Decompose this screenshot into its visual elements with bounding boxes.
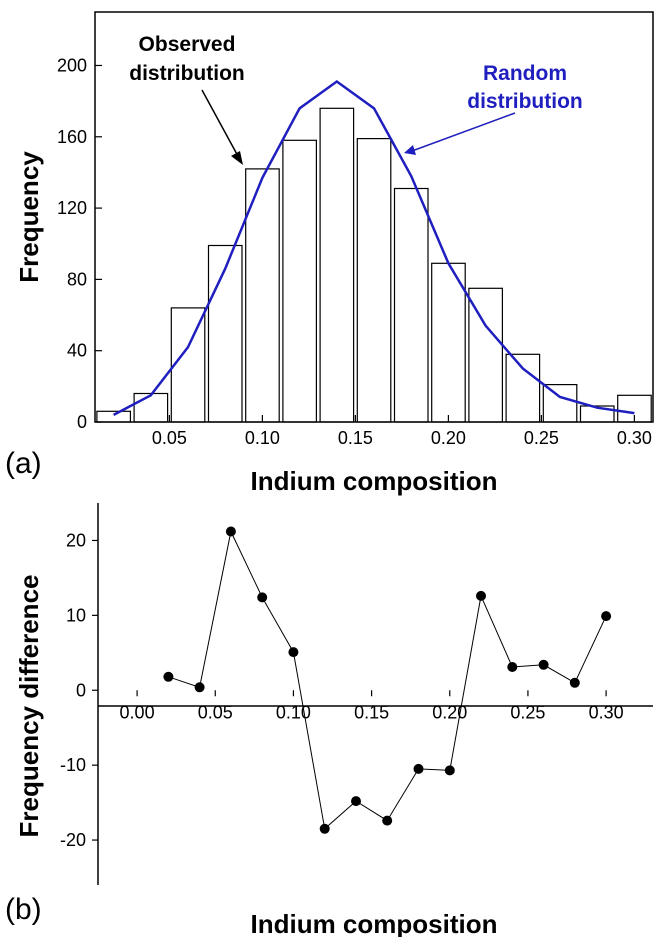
data-point (257, 592, 267, 602)
bar (543, 385, 577, 422)
difference-line (168, 532, 606, 829)
x-tick-label: 0.20 (431, 428, 466, 448)
x-tick-label: 0.00 (120, 702, 155, 722)
panel-a-y-axis-title: Frequency (14, 151, 44, 283)
bar (283, 140, 317, 422)
data-point (539, 660, 549, 670)
panel-b-difference: 0.00 0.05 0.10 0.15 0.20 0.25 0.30 -20-1001020… (5, 503, 653, 937)
bar (506, 354, 539, 422)
bar (209, 246, 243, 423)
data-point (351, 796, 361, 806)
random-annotation-line2: distribution (467, 90, 582, 113)
panel-a-label: (a) (5, 447, 42, 480)
x-tick-label: 0.10 (245, 428, 280, 448)
y-tick-label: -20 (60, 830, 86, 850)
x-tick-label: 0.05 (152, 428, 187, 448)
data-point (320, 824, 330, 834)
observed-bars (97, 108, 651, 422)
data-point (288, 647, 298, 657)
y-tick-label: 200 (57, 55, 87, 75)
bar (432, 263, 466, 422)
data-point (445, 765, 455, 775)
panel-b-label: (b) (5, 893, 42, 926)
panel-b-x-axis-title: Indium composition (251, 909, 498, 937)
x-tick-label: 0.30 (589, 702, 624, 722)
data-point (414, 764, 424, 774)
bar (97, 411, 130, 422)
bar (134, 394, 168, 423)
random-annotation-line1: Random (483, 62, 567, 85)
observed-annotation-line2: distribution (129, 62, 244, 85)
y-tick-label: 120 (57, 198, 87, 218)
difference-points (163, 527, 611, 834)
data-point (382, 816, 392, 826)
data-point (226, 527, 236, 537)
data-point (163, 672, 173, 682)
panel-b-y-ticks: -20 -10 0 10 20 (60, 530, 98, 850)
y-tick-label: -10 (60, 755, 86, 775)
x-tick-label: 0.15 (354, 702, 389, 722)
panel-b-y-axis-title: Frequency difference (14, 575, 44, 838)
x-tick-label: 0.20 (432, 702, 467, 722)
y-tick-label: 80 (67, 269, 87, 289)
y-tick-label: 10 (66, 605, 86, 625)
data-point (476, 591, 486, 601)
observed-distribution-annotation: Observed distribution (129, 33, 244, 165)
x-tick-label: 0.25 (510, 702, 545, 722)
bar (395, 189, 429, 423)
data-point (507, 662, 517, 672)
y-tick-label: 40 (67, 341, 87, 361)
x-tick-label: 0.25 (524, 428, 559, 448)
y-tick-label: 0 (77, 412, 87, 432)
data-point (195, 682, 205, 692)
x-tick-label: 0.05 (198, 702, 233, 722)
y-tick-label: 0 (76, 680, 86, 700)
panel-a-x-axis-title: Indium composition (251, 466, 498, 496)
random-distribution-annotation: Random distribution (404, 62, 583, 155)
observed-annotation-arrow (202, 90, 239, 158)
observed-annotation-line1: Observed (139, 33, 236, 56)
y-tick-label: 20 (66, 530, 86, 550)
random-arrow-head (404, 145, 416, 155)
panel-a-histogram: 0.05 0.10 0.15 0.20 0.25 0.30 04080120160200 … (5, 12, 653, 496)
data-point (601, 611, 611, 621)
bar (357, 139, 391, 422)
data-point (570, 678, 580, 688)
x-tick-label: 0.15 (338, 428, 373, 448)
y-tick-label: 160 (57, 127, 87, 147)
observed-arrow-head (231, 151, 243, 165)
bar (320, 108, 354, 422)
x-tick-label: 0.30 (617, 428, 652, 448)
random-annotation-arrow (412, 113, 515, 151)
